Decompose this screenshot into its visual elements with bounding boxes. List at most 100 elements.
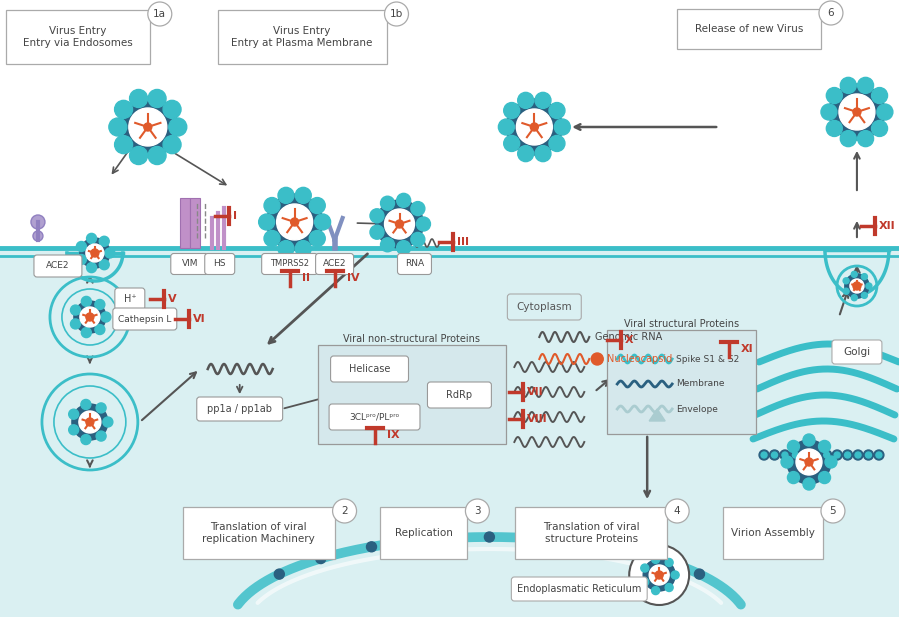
Circle shape bbox=[629, 545, 689, 605]
FancyBboxPatch shape bbox=[6, 10, 149, 64]
Circle shape bbox=[850, 279, 864, 293]
Circle shape bbox=[411, 233, 425, 246]
Circle shape bbox=[841, 131, 856, 147]
Circle shape bbox=[310, 231, 325, 246]
Text: Replication: Replication bbox=[394, 528, 453, 538]
Circle shape bbox=[665, 558, 673, 566]
Circle shape bbox=[851, 271, 858, 277]
FancyBboxPatch shape bbox=[316, 254, 354, 275]
Circle shape bbox=[118, 97, 178, 157]
Circle shape bbox=[671, 571, 680, 579]
FancyBboxPatch shape bbox=[197, 397, 283, 421]
Circle shape bbox=[70, 319, 80, 329]
Circle shape bbox=[761, 452, 767, 458]
Circle shape bbox=[366, 542, 376, 552]
Circle shape bbox=[602, 542, 612, 552]
FancyBboxPatch shape bbox=[34, 255, 82, 277]
Circle shape bbox=[291, 218, 299, 226]
Text: 5: 5 bbox=[830, 506, 836, 516]
Text: ACE2: ACE2 bbox=[46, 262, 69, 270]
Circle shape bbox=[295, 241, 311, 257]
Circle shape bbox=[805, 458, 813, 466]
Circle shape bbox=[99, 260, 109, 270]
Circle shape bbox=[504, 102, 519, 118]
FancyBboxPatch shape bbox=[380, 507, 467, 559]
Circle shape bbox=[258, 214, 274, 230]
Circle shape bbox=[803, 478, 815, 490]
Bar bbox=[180, 198, 190, 248]
Circle shape bbox=[845, 274, 868, 298]
Circle shape bbox=[114, 101, 132, 118]
Circle shape bbox=[86, 313, 94, 321]
Circle shape bbox=[276, 204, 312, 240]
Text: 1b: 1b bbox=[390, 9, 403, 19]
Circle shape bbox=[370, 225, 384, 239]
Circle shape bbox=[148, 2, 172, 26]
Circle shape bbox=[843, 288, 849, 294]
Circle shape bbox=[866, 283, 872, 289]
Circle shape bbox=[649, 565, 670, 585]
Circle shape bbox=[375, 200, 424, 248]
Circle shape bbox=[266, 194, 322, 250]
FancyBboxPatch shape bbox=[262, 254, 318, 275]
Circle shape bbox=[770, 450, 779, 460]
Circle shape bbox=[832, 450, 842, 460]
FancyBboxPatch shape bbox=[723, 507, 823, 559]
Circle shape bbox=[79, 411, 101, 433]
Text: III: III bbox=[457, 237, 470, 247]
Circle shape bbox=[96, 403, 106, 413]
Text: Cytoplasm: Cytoplasm bbox=[517, 302, 572, 312]
Circle shape bbox=[99, 236, 109, 246]
Circle shape bbox=[86, 263, 96, 273]
Text: Membrane: Membrane bbox=[676, 379, 724, 389]
Text: X: X bbox=[626, 335, 634, 345]
Circle shape bbox=[771, 452, 778, 458]
Circle shape bbox=[826, 120, 842, 136]
Circle shape bbox=[839, 94, 875, 130]
Circle shape bbox=[818, 441, 831, 452]
Circle shape bbox=[295, 188, 311, 204]
Circle shape bbox=[381, 238, 394, 252]
Text: Translation of viral
structure Proteins: Translation of viral structure Proteins bbox=[543, 522, 640, 544]
Circle shape bbox=[114, 136, 132, 154]
Text: Envelope: Envelope bbox=[676, 405, 718, 413]
Text: Virion Assembly: Virion Assembly bbox=[731, 528, 815, 538]
Circle shape bbox=[535, 146, 551, 162]
FancyBboxPatch shape bbox=[204, 254, 235, 275]
Circle shape bbox=[834, 452, 840, 458]
Circle shape bbox=[818, 471, 831, 484]
Circle shape bbox=[535, 93, 551, 109]
Circle shape bbox=[782, 452, 788, 458]
Circle shape bbox=[144, 123, 152, 131]
Circle shape bbox=[653, 553, 663, 563]
Circle shape bbox=[31, 215, 45, 229]
Text: VII: VII bbox=[527, 387, 544, 397]
Circle shape bbox=[821, 104, 837, 120]
Circle shape bbox=[876, 452, 882, 458]
Circle shape bbox=[861, 292, 868, 299]
Circle shape bbox=[874, 450, 884, 460]
Circle shape bbox=[655, 571, 663, 579]
Circle shape bbox=[484, 532, 494, 542]
Circle shape bbox=[545, 534, 555, 544]
FancyBboxPatch shape bbox=[329, 404, 420, 430]
Circle shape bbox=[790, 450, 800, 460]
Circle shape bbox=[504, 136, 519, 151]
FancyBboxPatch shape bbox=[677, 9, 821, 49]
Text: VIII: VIII bbox=[527, 414, 548, 424]
FancyBboxPatch shape bbox=[218, 10, 386, 64]
Circle shape bbox=[641, 578, 649, 586]
Text: 4: 4 bbox=[674, 506, 680, 516]
Bar bbox=[190, 198, 200, 248]
Bar bbox=[0, 248, 899, 617]
Circle shape bbox=[264, 231, 280, 246]
Text: Translation of viral
replication Machinery: Translation of viral replication Machine… bbox=[202, 522, 315, 544]
Circle shape bbox=[853, 108, 861, 116]
FancyBboxPatch shape bbox=[516, 507, 667, 559]
Circle shape bbox=[397, 241, 410, 255]
Circle shape bbox=[549, 136, 565, 151]
Circle shape bbox=[641, 564, 649, 572]
FancyBboxPatch shape bbox=[330, 356, 409, 382]
Circle shape bbox=[665, 499, 689, 523]
Circle shape bbox=[507, 99, 562, 155]
